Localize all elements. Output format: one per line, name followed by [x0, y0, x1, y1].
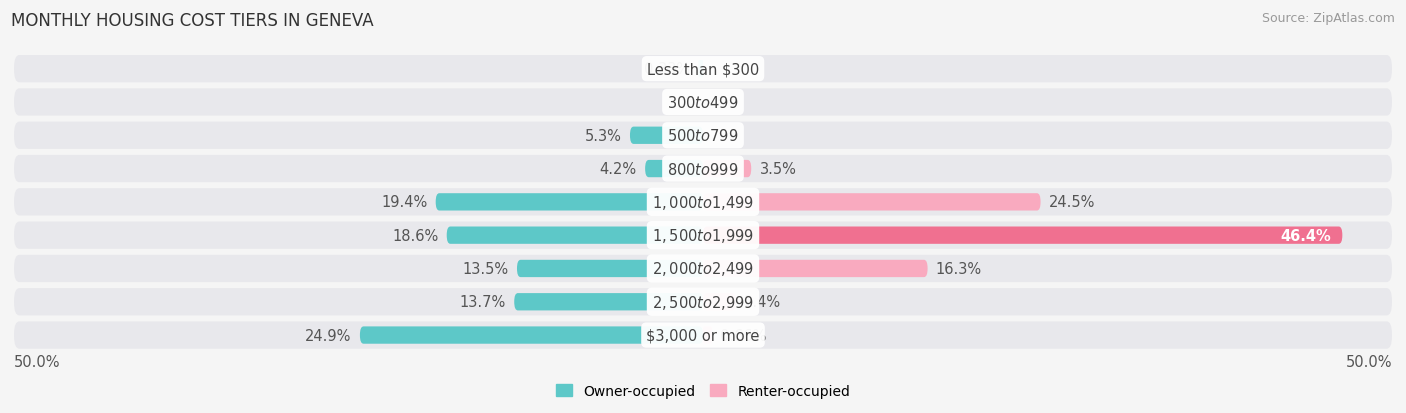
Text: $500 to $799: $500 to $799	[668, 128, 738, 144]
Text: 13.7%: 13.7%	[460, 294, 506, 309]
FancyBboxPatch shape	[699, 61, 703, 78]
FancyBboxPatch shape	[703, 293, 737, 311]
FancyBboxPatch shape	[14, 56, 1392, 83]
FancyBboxPatch shape	[515, 293, 703, 311]
FancyBboxPatch shape	[517, 260, 703, 278]
Text: $300 to $499: $300 to $499	[668, 95, 738, 111]
Text: 24.9%: 24.9%	[305, 328, 352, 343]
FancyBboxPatch shape	[14, 122, 1392, 150]
FancyBboxPatch shape	[14, 322, 1392, 349]
FancyBboxPatch shape	[703, 161, 751, 178]
FancyBboxPatch shape	[436, 194, 703, 211]
Text: $1,000 to $1,499: $1,000 to $1,499	[652, 193, 754, 211]
FancyBboxPatch shape	[14, 89, 1392, 116]
Text: 13.5%: 13.5%	[463, 261, 509, 276]
FancyBboxPatch shape	[14, 189, 1392, 216]
Text: 19.4%: 19.4%	[381, 195, 427, 210]
FancyBboxPatch shape	[703, 194, 1040, 211]
Text: 46.4%: 46.4%	[1281, 228, 1331, 243]
Text: $3,000 or more: $3,000 or more	[647, 328, 759, 343]
FancyBboxPatch shape	[630, 127, 703, 145]
Text: 0.33%: 0.33%	[644, 62, 690, 77]
Text: 50.0%: 50.0%	[1346, 354, 1392, 370]
Text: 18.6%: 18.6%	[392, 228, 439, 243]
Text: 5.3%: 5.3%	[585, 128, 621, 143]
Text: MONTHLY HOUSING COST TIERS IN GENEVA: MONTHLY HOUSING COST TIERS IN GENEVA	[11, 12, 374, 30]
Text: 16.3%: 16.3%	[936, 261, 981, 276]
Text: 0.66%: 0.66%	[720, 328, 766, 343]
FancyBboxPatch shape	[14, 255, 1392, 282]
FancyBboxPatch shape	[14, 156, 1392, 183]
Text: $1,500 to $1,999: $1,500 to $1,999	[652, 227, 754, 244]
Text: $2,500 to $2,999: $2,500 to $2,999	[652, 293, 754, 311]
FancyBboxPatch shape	[447, 227, 703, 244]
Text: Source: ZipAtlas.com: Source: ZipAtlas.com	[1261, 12, 1395, 25]
Legend: Owner-occupied, Renter-occupied: Owner-occupied, Renter-occupied	[550, 378, 856, 403]
Text: Less than $300: Less than $300	[647, 62, 759, 77]
Text: 3.5%: 3.5%	[759, 161, 796, 177]
Text: $800 to $999: $800 to $999	[668, 161, 738, 177]
FancyBboxPatch shape	[360, 327, 703, 344]
Text: 2.4%: 2.4%	[744, 294, 782, 309]
FancyBboxPatch shape	[703, 227, 1343, 244]
FancyBboxPatch shape	[703, 327, 711, 344]
FancyBboxPatch shape	[14, 222, 1392, 249]
FancyBboxPatch shape	[645, 161, 703, 178]
Text: $2,000 to $2,499: $2,000 to $2,499	[652, 260, 754, 278]
Text: 4.2%: 4.2%	[600, 161, 637, 177]
Text: 50.0%: 50.0%	[14, 354, 60, 370]
FancyBboxPatch shape	[703, 260, 928, 278]
FancyBboxPatch shape	[14, 288, 1392, 316]
Text: 24.5%: 24.5%	[1049, 195, 1095, 210]
